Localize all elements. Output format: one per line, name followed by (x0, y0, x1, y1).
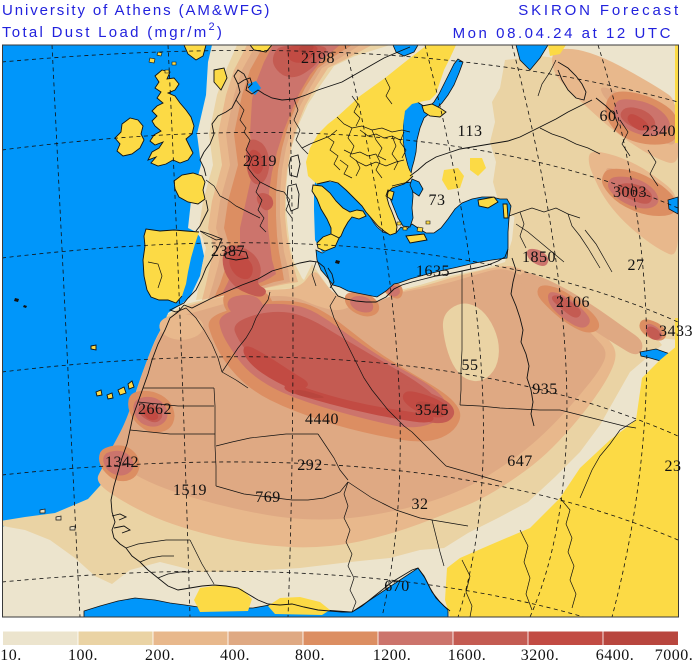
svg-text:200.: 200. (145, 647, 175, 662)
svg-text:6400.: 6400. (596, 647, 635, 662)
svg-text:27: 27 (628, 257, 645, 274)
svg-text:935: 935 (532, 381, 558, 398)
svg-text:292: 292 (297, 457, 323, 474)
svg-text:3545: 3545 (415, 402, 449, 419)
svg-text:400.: 400. (220, 647, 250, 662)
svg-text:60: 60 (600, 108, 617, 125)
svg-text:3003: 3003 (613, 184, 647, 201)
svg-text:7000.: 7000. (655, 647, 694, 662)
svg-text:73: 73 (429, 192, 446, 209)
svg-text:1850: 1850 (522, 249, 556, 266)
svg-text:23: 23 (665, 458, 682, 475)
svg-text:10.: 10. (0, 647, 22, 662)
svg-text:2106: 2106 (556, 294, 590, 311)
svg-text:3200.: 3200. (521, 647, 560, 662)
svg-text:113: 113 (458, 123, 483, 140)
svg-text:670: 670 (384, 578, 410, 595)
svg-text:647: 647 (507, 453, 533, 470)
svg-text:2662: 2662 (138, 401, 172, 418)
svg-text:SKIRON Forecast: SKIRON Forecast (518, 2, 681, 19)
svg-text:2340: 2340 (642, 123, 676, 140)
svg-text:2198: 2198 (301, 50, 335, 67)
svg-text:1600.: 1600. (448, 647, 487, 662)
svg-text:1519: 1519 (173, 482, 207, 499)
svg-text:800.: 800. (295, 647, 325, 662)
svg-text:1342: 1342 (105, 454, 139, 471)
svg-text:Mon 08.04.24 at 12 UTC: Mon 08.04.24 at 12 UTC (453, 25, 673, 42)
svg-text:55: 55 (462, 357, 479, 374)
svg-text:University of Athens (AM&WFG): University of Athens (AM&WFG) (2, 2, 271, 19)
svg-text:32: 32 (412, 496, 429, 513)
svg-text:769: 769 (255, 489, 281, 506)
svg-text:4440: 4440 (305, 411, 339, 428)
svg-text:2387: 2387 (211, 243, 245, 260)
svg-text:2319: 2319 (243, 153, 277, 170)
svg-text:Total Dust Load (mgr/m2): Total Dust Load (mgr/m2) (2, 21, 224, 41)
svg-text:1200.: 1200. (373, 647, 412, 662)
svg-text:100.: 100. (68, 647, 98, 662)
svg-text:1635: 1635 (416, 263, 450, 280)
svg-text:3433: 3433 (659, 323, 693, 340)
